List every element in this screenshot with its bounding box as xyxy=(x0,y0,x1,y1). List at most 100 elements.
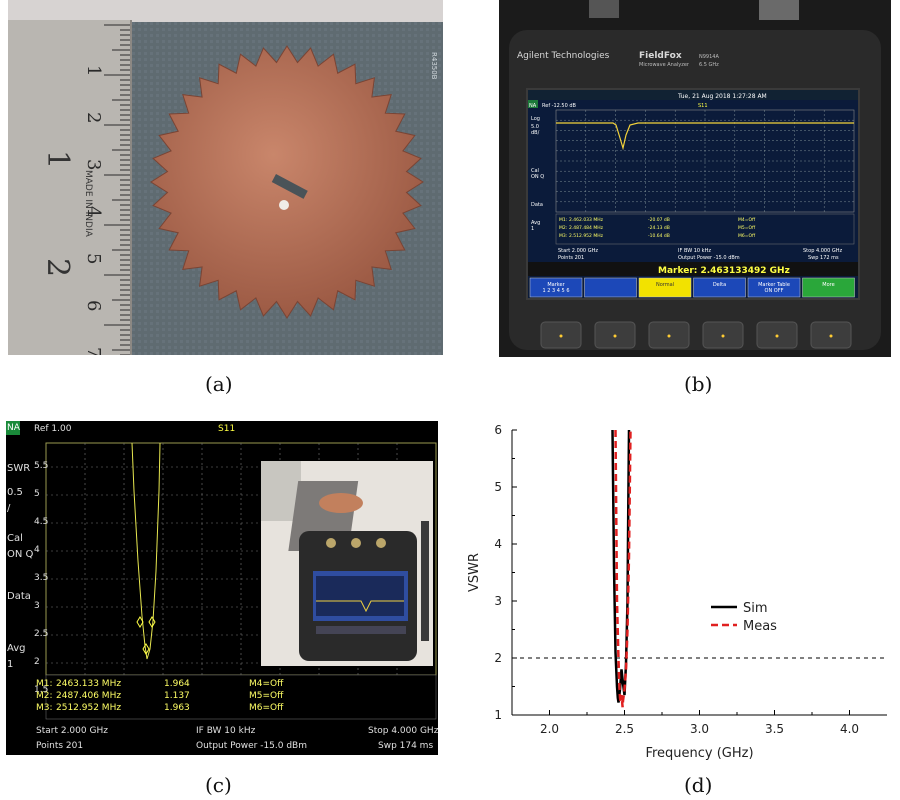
d-legend-label: Meas xyxy=(743,619,777,634)
b-softkey[interactable]: Delta xyxy=(693,277,746,298)
c-marker-diamond xyxy=(148,616,156,628)
b-marker-freq: 2.512.952 MHz xyxy=(569,233,604,239)
ruler-graduations: 1 2 3 4 5 6 7 MADE IN INDIA 1 2 xyxy=(40,24,130,355)
ruler-number: 2 xyxy=(83,112,104,123)
connector-2 xyxy=(759,0,799,20)
c-marker-value: 1.964 xyxy=(164,679,190,689)
b-hardkey[interactable] xyxy=(810,321,852,349)
c-power: Output Power -15.0 dBm xyxy=(196,741,307,751)
b-hardkey[interactable] xyxy=(594,321,636,349)
c-marker-off: M5=Off xyxy=(249,691,284,701)
c-marker-value: 1.963 xyxy=(164,703,190,713)
b-power: Output Power -15.0 dBm xyxy=(678,255,740,261)
b-s11-trace xyxy=(556,122,854,151)
b-softkey-label: ON OFF xyxy=(765,288,784,294)
c-ytick: 5 xyxy=(34,489,40,499)
b-left-label: dB/ xyxy=(531,130,540,136)
c-marker-id: M2: xyxy=(36,691,53,701)
c-left-label: Avg xyxy=(7,643,26,654)
c-ref: Ref 1.00 xyxy=(34,424,72,434)
ruler-number: 7 xyxy=(83,347,104,355)
c-marker-id: M1: xyxy=(36,679,53,689)
board-label: R4350B xyxy=(430,52,438,80)
c-marker-diamond xyxy=(136,616,144,628)
c-left-label: 0.5 xyxy=(7,487,23,498)
c-stop: Stop 4.000 GHz xyxy=(368,726,438,736)
analyzer-trace-display: Tue, 21 Aug 2018 1:27:28 AM NA Ref -12.5… xyxy=(528,90,858,298)
b-swp: Swp 172 ms xyxy=(808,255,839,261)
analyzer-screen: Tue, 21 Aug 2018 1:27:28 AM NA Ref -12.5… xyxy=(526,88,860,300)
b-hardkey-led xyxy=(613,334,617,338)
b-softkey-bg xyxy=(584,277,637,298)
b-marker-value: -24.13 dB xyxy=(648,225,670,231)
b-ifbw: IF BW 10 kHz xyxy=(678,248,711,254)
inset-antenna xyxy=(319,493,363,513)
c-ifbw: IF BW 10 kHz xyxy=(196,726,256,736)
d-x-tick-label: 2.0 xyxy=(540,722,559,736)
b-points: Points 201 xyxy=(558,255,584,261)
substrate-board: R4350B xyxy=(132,22,443,355)
b-hardkey-led xyxy=(829,334,833,338)
d-x-tick-label: 4.0 xyxy=(840,722,859,736)
c-marker-value: 1.137 xyxy=(164,691,190,701)
c-left-label: Cal xyxy=(7,533,23,544)
d-x-tick-label: 3.0 xyxy=(690,722,709,736)
b-datetime: Tue, 21 Aug 2018 1:27:28 AM xyxy=(677,93,767,100)
b-hardkey[interactable] xyxy=(648,321,690,349)
d-y-tick-label: 6 xyxy=(494,423,502,437)
inset-photo xyxy=(261,461,433,666)
b-marker-id: M3: xyxy=(559,233,567,239)
vswr-chart: 2.0 2.5 3.0 3.5 4.0 1 2 3 4 5 6 Frequency (GHz) VSWR… xyxy=(462,420,892,760)
c-points: Points 201 xyxy=(36,741,84,751)
c-marker-diamond xyxy=(142,643,150,655)
c-marker-freq: 2487.406 MHz xyxy=(56,691,122,701)
ruler-number: 6 xyxy=(83,300,104,311)
model-freq: 6.5 GHz xyxy=(699,62,719,68)
ruler-number: 4 xyxy=(83,206,104,217)
b-left-label: Log xyxy=(531,116,540,122)
b-marker-id: M1: xyxy=(559,217,567,223)
b-left-label: ON Q xyxy=(531,174,544,180)
b-softkey[interactable]: More xyxy=(802,277,855,298)
caption-a: (a) xyxy=(205,372,233,396)
b-ref: Ref -12.50 dB xyxy=(542,103,577,109)
b-left-label: Data xyxy=(531,202,543,208)
c-marker-freq: 2512.952 MHz xyxy=(56,703,122,713)
b-start: Start 2.000 GHz xyxy=(558,248,598,254)
swr-screen: NA Ref 1.00 S11 Start 2.000 GHz Points 2… xyxy=(6,421,438,755)
b-marker-freq: 2.487.484 MHz xyxy=(569,225,604,231)
b-hardkey-led xyxy=(775,334,779,338)
b-hardkey[interactable] xyxy=(540,321,582,349)
c-marker-off: M6=Off xyxy=(249,703,284,713)
b-softkey-label: Marker xyxy=(547,282,565,288)
b-left-label: Cal xyxy=(531,168,539,174)
c-ytick: 4.5 xyxy=(34,517,49,527)
b-softkey[interactable]: Normal xyxy=(638,277,692,298)
brand-label: Agilent Technologies xyxy=(517,51,610,61)
b-softkey[interactable] xyxy=(584,277,637,298)
vswr-plot: 2.0 2.5 3.0 3.5 4.0 1 2 3 4 5 6 Frequency (GHz) VSWR… xyxy=(467,423,887,760)
b-softkey-label: Delta xyxy=(713,282,726,288)
b-hardkey[interactable] xyxy=(702,321,744,349)
c-ytick: 3 xyxy=(34,601,40,611)
c-ytick: 3.5 xyxy=(34,573,49,583)
ruler-big-2: 2 xyxy=(40,258,75,277)
b-left-label: Avg xyxy=(531,220,540,226)
b-marker-readout: Marker: 2.463133492 GHz xyxy=(658,266,790,276)
d-x-axis-label: Frequency (GHz) xyxy=(645,746,753,760)
b-softkey-bg xyxy=(802,277,855,298)
b-hardkey[interactable] xyxy=(756,321,798,349)
c-ytick: 4 xyxy=(34,545,40,555)
model-number: N9914A xyxy=(699,54,719,60)
b-hardkey-led xyxy=(721,334,725,338)
c-ytick: 2 xyxy=(34,657,40,667)
b-softkey-bg xyxy=(638,277,692,298)
d-x-tick-label: 3.5 xyxy=(765,722,784,736)
ruler-number: 5 xyxy=(83,253,104,264)
b-marker-off: M5=Off xyxy=(738,225,756,231)
c-left-label: ON Q xyxy=(7,549,34,560)
c-marker-id: M3: xyxy=(36,703,53,713)
c-left-label: 1 xyxy=(7,659,14,670)
